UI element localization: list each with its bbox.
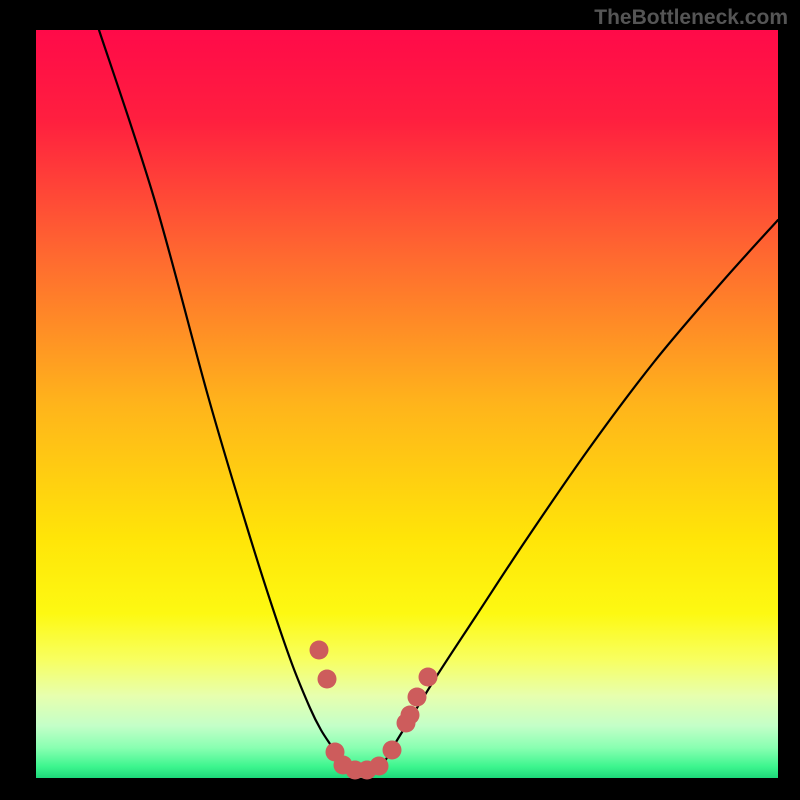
right-curve: [382, 220, 778, 766]
data-marker: [383, 741, 402, 760]
left-curve: [99, 30, 344, 766]
data-marker: [401, 706, 420, 725]
data-marker: [408, 688, 427, 707]
data-marker: [310, 641, 329, 660]
attribution-text: TheBottleneck.com: [594, 6, 788, 30]
plot-area: [36, 30, 778, 778]
data-marker: [419, 668, 438, 687]
data-marker: [370, 757, 389, 776]
bottleneck-curves: [36, 30, 778, 778]
data-marker: [318, 670, 337, 689]
